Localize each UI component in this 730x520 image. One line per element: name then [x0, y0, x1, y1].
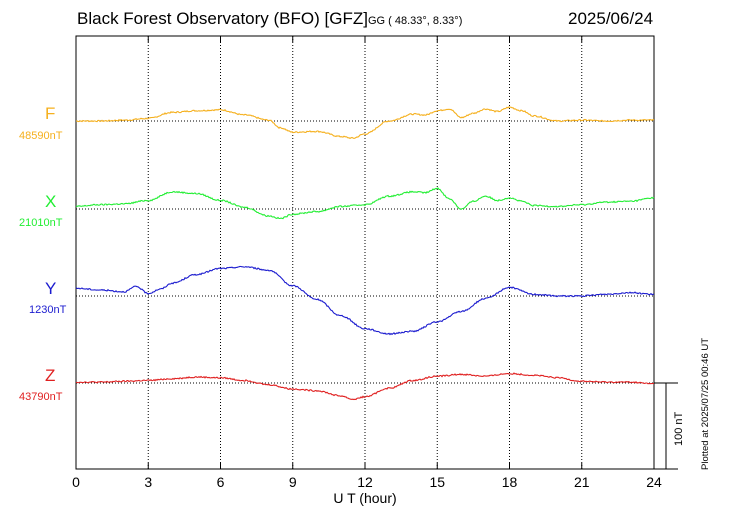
component-label-z: Z	[45, 366, 56, 385]
chart-date: 2025/06/24	[568, 9, 654, 28]
x-tick-label-21: 21	[574, 474, 590, 490]
scale-bar	[654, 382, 678, 470]
station-name: Black Forest Observatory (BFO)	[77, 9, 320, 28]
series-line-x	[75, 187, 655, 220]
x-axis-label: U T (hour)	[333, 490, 396, 506]
baseline-label-x: 21010nT	[19, 217, 63, 229]
chart-grid	[147, 36, 583, 469]
x-tick-label-6: 6	[217, 474, 225, 490]
baseline-label-y: 1230nT	[29, 304, 67, 316]
plotted-timestamp: Plotted at 2025/07/25 00:46 UT	[700, 337, 711, 470]
x-tick-label-24: 24	[646, 474, 662, 490]
chart-title: Black Forest Observatory (BFO) [GFZ]GG (…	[77, 9, 462, 29]
x-tick-label-9: 9	[289, 474, 297, 490]
component-label-x: X	[45, 192, 57, 211]
x-tick-label-0: 0	[72, 474, 80, 490]
x-tick-label-12: 12	[357, 474, 373, 490]
baselines	[76, 120, 654, 384]
baseline-label-z: 43790nT	[19, 391, 63, 403]
x-tick-label-15: 15	[429, 474, 445, 490]
series-line-z	[75, 372, 655, 401]
scale-bar-label: 100 nT	[673, 411, 685, 446]
component-label-f: F	[45, 104, 56, 123]
x-tick-label-18: 18	[502, 474, 518, 490]
x-axis: 0 3 6 9 12 15 18 21 24	[72, 36, 662, 490]
coordinates: GG ( 48.33°, 8.33°)	[367, 15, 463, 27]
series-line-y	[75, 265, 655, 336]
institute-tag: [GFZ]	[324, 9, 368, 28]
series-lines	[75, 106, 655, 401]
series-line-f	[75, 106, 655, 140]
baseline-label-f: 48590nT	[19, 130, 63, 142]
x-tick-label-3: 3	[144, 474, 152, 490]
component-label-y: Y	[45, 279, 57, 298]
